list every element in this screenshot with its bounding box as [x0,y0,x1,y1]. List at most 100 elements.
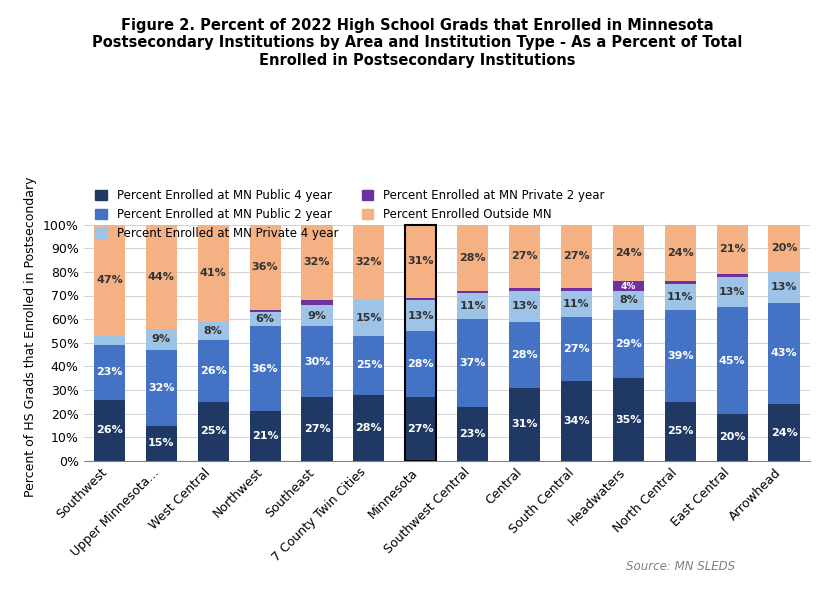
Text: 25%: 25% [356,361,382,370]
Bar [94,400,125,461]
Text: 20%: 20% [771,243,797,253]
Text: 6%: 6% [256,314,275,324]
Text: 43%: 43% [771,349,797,358]
Bar [198,340,229,402]
Text: 24%: 24% [771,428,797,437]
Bar [768,272,800,303]
Bar [665,402,696,461]
Bar [613,291,644,310]
Text: 11%: 11% [563,299,590,309]
Bar [301,326,332,397]
Text: 28%: 28% [356,423,382,433]
Bar [665,310,696,402]
Bar [250,411,281,461]
Bar [561,381,592,461]
Bar [198,322,229,340]
Bar [509,291,540,322]
Text: 21%: 21% [719,245,746,254]
Text: 25%: 25% [667,427,694,436]
Bar [561,288,592,291]
Text: 34%: 34% [563,416,590,426]
Bar [146,350,177,426]
Text: 32%: 32% [148,383,175,392]
Text: 8%: 8% [204,326,223,336]
Text: 29%: 29% [615,339,642,349]
Text: 8%: 8% [619,296,638,305]
Bar [509,225,540,288]
Text: 20%: 20% [719,433,746,442]
Text: 13%: 13% [771,282,797,292]
Text: 47%: 47% [96,275,123,285]
Text: 27%: 27% [407,424,434,434]
Text: 13%: 13% [719,287,746,297]
Bar [250,310,281,312]
Bar [457,291,488,293]
Bar [250,326,281,411]
Text: 31%: 31% [511,420,538,429]
Bar [405,397,437,461]
Bar [457,407,488,461]
Bar [613,225,644,281]
Text: 31%: 31% [407,256,434,266]
Bar [768,404,800,461]
Bar [94,345,125,400]
Bar [561,317,592,381]
Bar [94,225,125,336]
Text: 27%: 27% [563,344,590,353]
Text: 24%: 24% [667,248,694,258]
Bar [561,291,592,317]
Text: 28%: 28% [407,359,434,369]
Bar [353,336,384,395]
Text: 24%: 24% [615,248,642,258]
Bar [716,277,747,307]
Text: 36%: 36% [252,364,278,374]
Bar [146,225,177,329]
Bar [301,225,332,300]
Text: 32%: 32% [356,258,382,267]
Text: 37%: 37% [459,358,486,368]
Bar [613,310,644,378]
Bar [405,300,437,331]
Bar [198,402,229,461]
Text: 13%: 13% [407,311,434,320]
Bar [301,397,332,461]
Bar [146,426,177,461]
Text: 27%: 27% [563,252,590,261]
Bar [94,336,125,345]
Text: 36%: 36% [252,262,278,272]
Text: 26%: 26% [200,366,226,376]
Text: 39%: 39% [667,351,694,361]
Bar [146,329,177,350]
Text: 11%: 11% [667,292,694,301]
Text: 9%: 9% [152,335,171,344]
Text: Source: MN SLEDS: Source: MN SLEDS [625,560,735,573]
Bar [768,225,800,272]
Text: 15%: 15% [148,439,175,448]
Bar [353,300,384,336]
Bar [405,298,437,300]
Bar [561,225,592,288]
Bar [457,293,488,319]
Bar [405,331,437,397]
Bar [509,322,540,388]
Bar [353,395,384,461]
Text: 30%: 30% [304,357,330,366]
Text: 9%: 9% [307,311,326,320]
Text: 28%: 28% [511,350,538,359]
Bar [716,307,747,414]
Text: 44%: 44% [148,272,175,281]
Bar [613,281,644,291]
Bar [457,225,488,291]
Bar [250,225,281,310]
Bar [665,281,696,284]
Bar [509,388,540,461]
Bar [716,225,747,274]
Text: 27%: 27% [511,252,538,261]
Y-axis label: Percent of HS Grads that Enrolled in Postsecondary: Percent of HS Grads that Enrolled in Pos… [24,177,38,497]
Bar [716,414,747,461]
Bar [457,319,488,407]
Text: 21%: 21% [252,431,278,441]
Bar [405,225,437,298]
Text: Figure 2. Percent of 2022 High School Grads that Enrolled in Minnesota
Postsecon: Figure 2. Percent of 2022 High School Gr… [93,18,742,67]
Bar [353,225,384,300]
